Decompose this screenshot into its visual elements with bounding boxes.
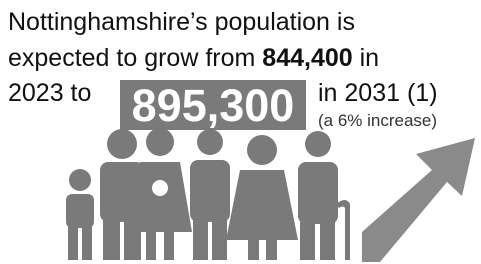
headline-line: Nottinghamshire’s population is	[8, 8, 355, 36]
increase-note: (a 6% increase)	[318, 111, 437, 130]
infographic: Nottinghamshire’s population is expected…	[0, 0, 481, 264]
text: expected to grow from	[8, 44, 255, 72]
headline-line: expected to grow from 844,400 in	[8, 44, 379, 72]
headline-line: in 2031 (1)	[318, 79, 438, 107]
people-icon	[66, 128, 350, 260]
population-2031: 895,300	[132, 80, 295, 131]
growth-arrow	[362, 138, 475, 262]
population-2023: 844,400	[262, 44, 352, 72]
text: in	[360, 44, 379, 72]
headline-line: 2023 to	[8, 79, 91, 107]
